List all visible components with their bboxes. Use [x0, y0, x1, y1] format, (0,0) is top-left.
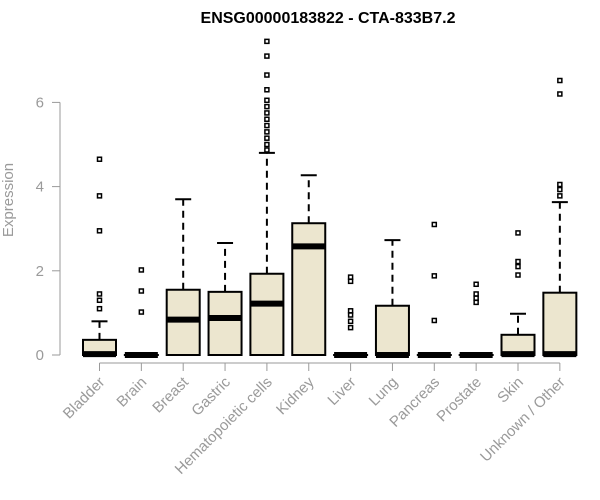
box-brain: [123, 267, 159, 358]
outlier-point: [96, 305, 103, 312]
boxes-group: [82, 38, 578, 358]
box-pancreas: [416, 221, 452, 358]
outlier-point: [264, 135, 270, 141]
outlier-point: [264, 122, 270, 129]
box-skin: [500, 230, 536, 358]
outlier-point: [557, 77, 563, 84]
outlier-point: [347, 274, 354, 280]
outlier-point: [347, 318, 354, 325]
outlier-point: [347, 312, 354, 318]
x-category-label: Breast: [149, 373, 192, 416]
box-breast: [165, 198, 201, 356]
box: [542, 291, 578, 356]
x-category-label: Lung: [366, 374, 402, 410]
outlier-point: [264, 110, 270, 116]
outlier-point: [96, 156, 103, 162]
outlier-point: [473, 291, 479, 297]
outlier-point: [96, 228, 103, 234]
outlier-point: [515, 230, 521, 236]
outlier-point: [264, 103, 270, 110]
outlier-point: [473, 295, 479, 301]
outlier-point: [431, 317, 438, 324]
y-tick-label: 2: [36, 263, 44, 280]
box: [291, 222, 327, 356]
box-lung: [374, 239, 410, 358]
y-tick-label: 4: [36, 179, 44, 196]
outlier-point: [264, 72, 270, 78]
outlier-point: [264, 87, 270, 93]
outlier-point: [96, 291, 103, 297]
outlier-point: [515, 272, 521, 278]
outlier-point: [264, 116, 270, 122]
outlier-point: [138, 309, 145, 315]
outlier-point: [557, 91, 563, 97]
outlier-point: [96, 193, 103, 199]
outlier-point: [138, 288, 145, 294]
outlier-point: [431, 221, 438, 228]
box: [374, 304, 410, 357]
outlier-point: [264, 129, 270, 135]
box-kidney: [291, 174, 327, 356]
x-category-label: Skin: [494, 374, 527, 407]
x-category-label: Kidney: [273, 373, 318, 418]
outlier-point: [347, 324, 354, 331]
outlier-point: [515, 258, 521, 265]
outlier-point: [473, 299, 479, 306]
outlier-point: [557, 181, 563, 188]
y-axis: 0 2 4 6: [36, 94, 61, 364]
outlier-point: [557, 193, 563, 199]
box-hematopoietic-cells: [249, 38, 285, 357]
outlier-point: [264, 53, 270, 59]
outlier-point: [347, 278, 354, 285]
box: [207, 290, 243, 357]
outlier-point: [264, 97, 270, 104]
outlier-point: [264, 147, 270, 153]
outlier-point: [431, 273, 438, 279]
outlier-point: [557, 186, 563, 193]
outlier-point: [264, 141, 270, 148]
x-category-label: Brain: [113, 374, 150, 411]
x-category-label: Bladder: [60, 374, 109, 423]
outlier-point: [473, 281, 479, 288]
box-liver: [333, 274, 369, 358]
box-gastric: [207, 242, 243, 357]
x-category-label: Prostate: [433, 374, 485, 426]
outlier-point: [264, 38, 270, 45]
y-axis-label: Expression: [0, 163, 17, 237]
outlier-point: [96, 297, 103, 304]
outlier-point: [347, 308, 354, 314]
box-unknown-other: [542, 77, 578, 358]
box-prostate: [458, 281, 494, 358]
y-tick-label: 0: [36, 347, 44, 364]
y-tick-label: 6: [36, 94, 44, 111]
outlier-point: [138, 267, 145, 273]
chart-title: ENSG00000183822 - CTA-833B7.2: [201, 10, 456, 27]
outlier-point: [515, 263, 521, 270]
box: [249, 272, 285, 357]
x-category-label: Liver: [324, 374, 359, 409]
box-bladder: [82, 156, 117, 358]
